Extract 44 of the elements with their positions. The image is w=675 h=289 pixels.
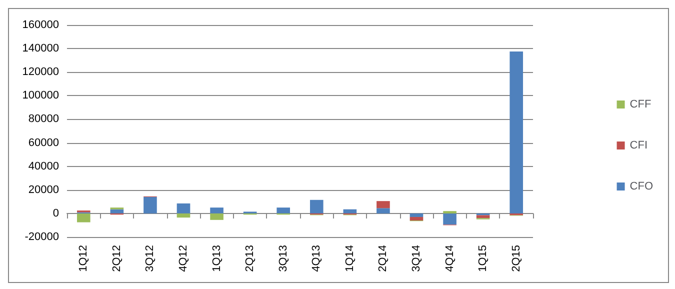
bar bbox=[76, 213, 90, 222]
y-tick-label: 140000 bbox=[22, 42, 59, 55]
x-tick-label: 4Q14 bbox=[444, 245, 456, 272]
x-tick-label: 2Q13 bbox=[244, 245, 256, 272]
bar bbox=[376, 201, 390, 208]
x-tick-label: 1Q14 bbox=[344, 245, 356, 272]
x-tick-label: 4Q12 bbox=[178, 245, 190, 272]
bar bbox=[176, 203, 190, 214]
y-tick-label: 40000 bbox=[28, 160, 59, 172]
bar bbox=[410, 216, 424, 221]
x-tick-label: 1Q12 bbox=[78, 245, 90, 272]
bar bbox=[443, 213, 456, 225]
x-tick-label: 4Q13 bbox=[310, 245, 323, 272]
bar bbox=[144, 196, 157, 214]
y-tick-label: 160000 bbox=[22, 19, 59, 31]
x-tick-label: 3Q14 bbox=[410, 245, 422, 272]
bar bbox=[476, 215, 490, 218]
bar bbox=[510, 52, 524, 214]
legend-label: CFF bbox=[630, 98, 652, 110]
legend-label: CFO bbox=[630, 180, 654, 192]
y-tick-label: -20000 bbox=[24, 231, 59, 243]
bar bbox=[176, 213, 190, 218]
bar bbox=[210, 208, 224, 214]
y-tick-label: 60000 bbox=[28, 136, 59, 149]
bar bbox=[410, 213, 424, 217]
bar bbox=[376, 208, 390, 214]
bar bbox=[343, 209, 357, 214]
x-tick-label: 3Q13 bbox=[277, 245, 290, 272]
x-tick-label: 2Q14 bbox=[377, 245, 390, 272]
bar bbox=[310, 200, 324, 214]
x-tick-label: 1Q15 bbox=[477, 245, 490, 272]
y-tick-label: 80000 bbox=[28, 113, 59, 126]
bar bbox=[210, 213, 224, 220]
y-tick-label: 20000 bbox=[28, 184, 59, 196]
x-tick-label: 2Q12 bbox=[110, 245, 123, 272]
x-tick-label: 3Q12 bbox=[144, 245, 156, 272]
y-tick-label: 100000 bbox=[22, 90, 59, 102]
bar bbox=[110, 209, 124, 214]
x-tick-label: 2Q15 bbox=[510, 245, 522, 272]
x-tick-label: 1Q13 bbox=[210, 245, 223, 272]
y-tick-label: 120000 bbox=[22, 66, 59, 78]
legend-label: CFI bbox=[630, 140, 648, 152]
bar bbox=[276, 208, 290, 214]
y-tick-label: 0 bbox=[52, 207, 59, 220]
